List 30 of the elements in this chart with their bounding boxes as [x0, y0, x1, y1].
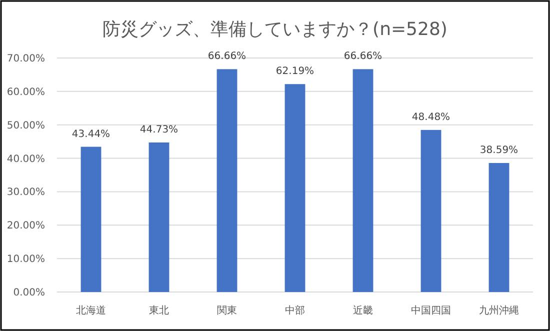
bar: [216, 69, 238, 292]
x-tick-label: 北海道: [76, 304, 106, 316]
bar: [488, 163, 510, 292]
x-tick-label: 中国四国: [411, 304, 451, 316]
x-tick-label: 東北: [149, 304, 169, 316]
bar: [420, 130, 442, 292]
x-tick-label: 関東: [217, 304, 237, 316]
y-tick-label: 10.00%: [6, 254, 45, 266]
y-tick-label: 60.00%: [6, 86, 45, 98]
bar: [352, 69, 374, 292]
x-tick-label: 九州沖縄: [479, 304, 519, 316]
y-tick-label: 70.00%: [6, 54, 45, 64]
y-tick-label: 30.00%: [6, 187, 45, 198]
y-tick-label: 50.00%: [6, 120, 45, 132]
data-label: 43.44%: [72, 128, 110, 140]
x-tick-label: 近畿: [353, 304, 373, 316]
y-tick-label: 20.00%: [6, 220, 45, 232]
y-tick-label: 0.00%: [13, 288, 45, 298]
chart-title: 防災グッズ、準備していますか？(n=528): [102, 19, 448, 40]
y-tick-label: 40.00%: [6, 154, 45, 165]
data-label: 66.66%: [208, 51, 246, 62]
bar: [148, 142, 170, 292]
bar: [284, 84, 306, 292]
data-label: 62.19%: [276, 66, 314, 78]
bar: [80, 146, 102, 292]
data-label: 48.48%: [412, 112, 450, 123]
x-tick-label: 中部: [285, 304, 305, 316]
data-label: 66.66%: [344, 51, 382, 62]
data-label: 38.59%: [480, 145, 518, 156]
data-label: 44.73%: [140, 124, 178, 136]
